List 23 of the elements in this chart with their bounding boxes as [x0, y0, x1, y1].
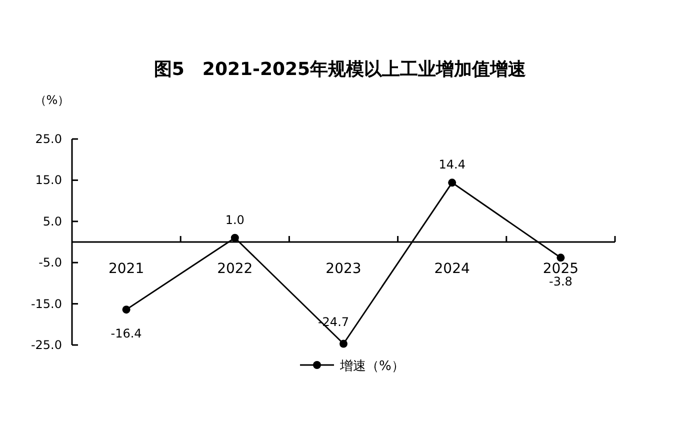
x-tick-label: 2025: [542, 261, 579, 277]
x-tick-label: 2022: [217, 261, 253, 277]
data-label: -16.4: [110, 326, 142, 341]
x-tick-label: 2023: [326, 261, 362, 277]
data-label: -3.8: [548, 274, 572, 289]
legend-label: 增速（%）: [339, 359, 404, 374]
point: [556, 254, 565, 262]
point: [340, 340, 348, 348]
data-label: 1.0: [225, 212, 244, 227]
point: [448, 178, 456, 187]
chart-title: 图5 2021-2025年规模以上工业增加值增速: [154, 59, 526, 80]
y-tick-label: 25.0: [35, 132, 62, 146]
y-tick-label: -25.0: [30, 338, 62, 352]
y-tick-label: -15.0: [30, 296, 62, 311]
x-tick-label: 2024: [434, 261, 470, 277]
y-axis-title: （%）: [34, 93, 70, 107]
data-label: 14.4: [438, 158, 466, 172]
point: [122, 306, 130, 314]
x-tick-label: 2021: [108, 261, 144, 277]
y-tick-label: -5.0: [38, 256, 62, 270]
y-tick-label: 15.0: [35, 173, 62, 188]
y-tick-label: 5.0: [42, 214, 62, 228]
point: [230, 234, 239, 242]
